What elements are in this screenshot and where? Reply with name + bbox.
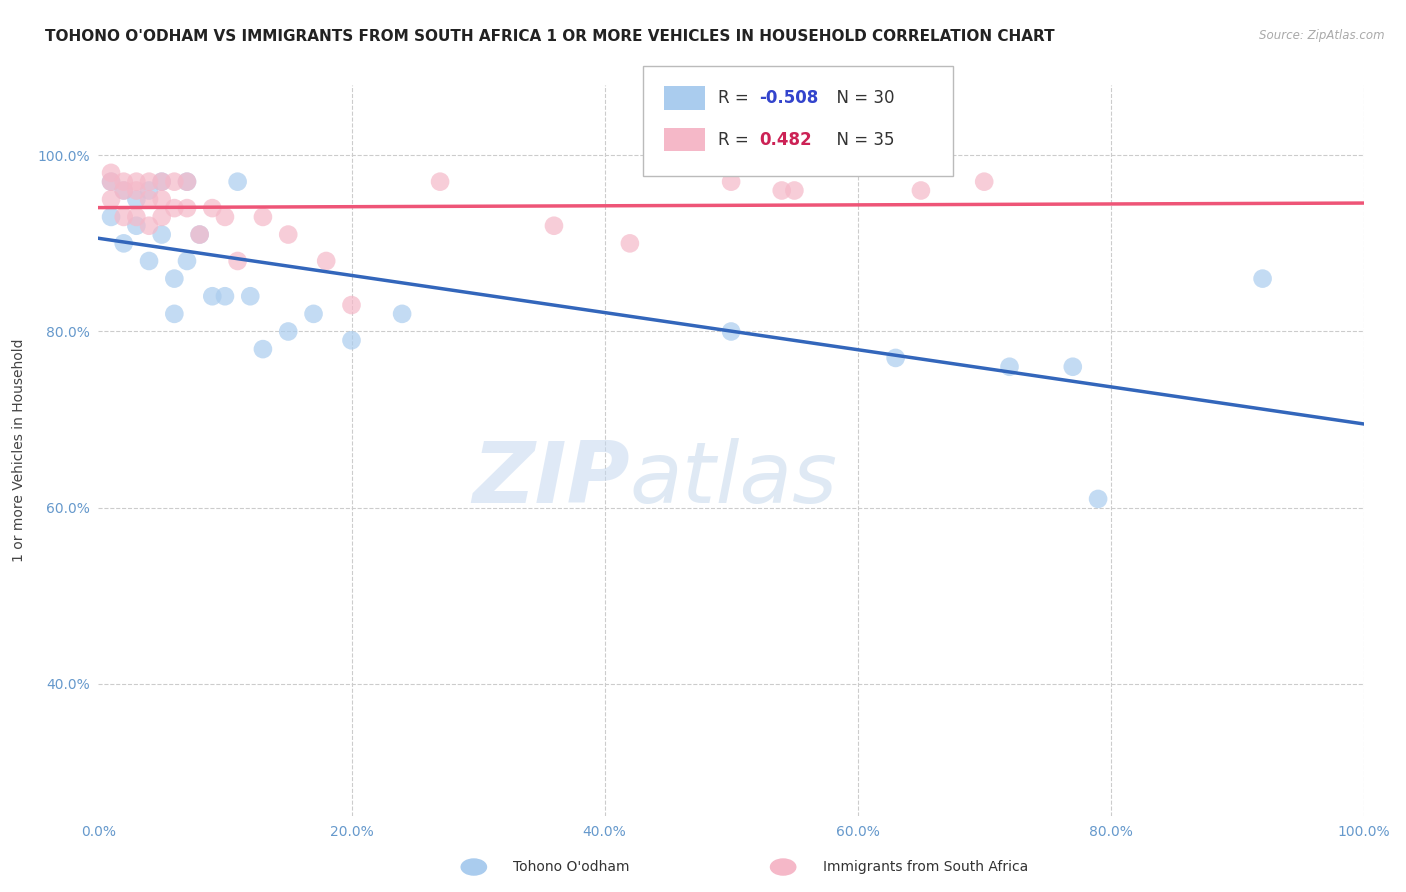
Point [125,219,148,233]
FancyBboxPatch shape [643,67,953,177]
Point [188,227,211,242]
Text: Immigrants from South Africa: Immigrants from South Africa [823,860,1028,874]
Point [125,175,148,189]
Point [176,201,198,215]
Point [163,175,186,189]
Point [100,175,122,189]
Point [973,175,995,189]
Point [239,289,262,303]
Point [176,175,198,189]
Text: Tohono O'odham: Tohono O'odham [513,860,630,874]
Point [188,227,211,242]
Text: N = 30: N = 30 [825,89,894,107]
Point [112,236,135,251]
Point [138,254,160,268]
Point [770,184,793,198]
Text: ZIP: ZIP [472,438,630,521]
Text: TOHONO O'ODHAM VS IMMIGRANTS FROM SOUTH AFRICA 1 OR MORE VEHICLES IN HOUSEHOLD C: TOHONO O'ODHAM VS IMMIGRANTS FROM SOUTH … [45,29,1054,44]
Point [112,184,135,198]
Point [391,307,413,321]
Point [1251,271,1274,285]
Point [543,219,565,233]
Point [163,201,186,215]
Point [1062,359,1084,374]
Point [163,307,186,321]
Bar [664,128,704,152]
Point [163,271,186,285]
Point [998,359,1021,374]
Point [720,175,742,189]
Point [125,210,148,224]
Point [910,184,932,198]
Point [100,175,122,189]
Point [214,289,236,303]
Point [100,210,122,224]
Point [100,192,122,206]
Point [112,184,135,198]
Point [226,254,249,268]
Point [112,210,135,224]
Point [125,192,148,206]
Text: N = 35: N = 35 [825,130,894,149]
Point [150,227,173,242]
Point [176,175,198,189]
Point [201,201,224,215]
Point [138,184,160,198]
Point [138,219,160,233]
Point [302,307,325,321]
Text: R =: R = [718,130,755,149]
Point [138,175,160,189]
Y-axis label: 1 or more Vehicles in Household: 1 or more Vehicles in Household [13,339,27,562]
Text: -0.508: -0.508 [759,89,818,107]
Point [150,175,173,189]
Point [277,325,299,339]
Point [277,227,299,242]
Point [619,236,641,251]
Point [429,175,451,189]
Point [138,192,160,206]
Point [214,210,236,224]
Point [252,210,274,224]
Bar [664,87,704,110]
Text: 0.482: 0.482 [759,130,811,149]
Text: R =: R = [718,89,755,107]
Point [340,298,363,312]
Text: Source: ZipAtlas.com: Source: ZipAtlas.com [1260,29,1385,42]
Point [226,175,249,189]
Point [100,166,122,180]
Point [150,175,173,189]
Point [315,254,337,268]
Point [340,334,363,348]
Point [125,184,148,198]
Point [150,192,173,206]
Point [176,254,198,268]
Point [150,210,173,224]
Point [112,175,135,189]
Text: atlas: atlas [630,438,838,521]
Point [783,184,806,198]
Point [1087,491,1109,506]
Point [720,325,742,339]
Point [201,289,224,303]
Point [252,342,274,356]
Point [884,351,907,365]
